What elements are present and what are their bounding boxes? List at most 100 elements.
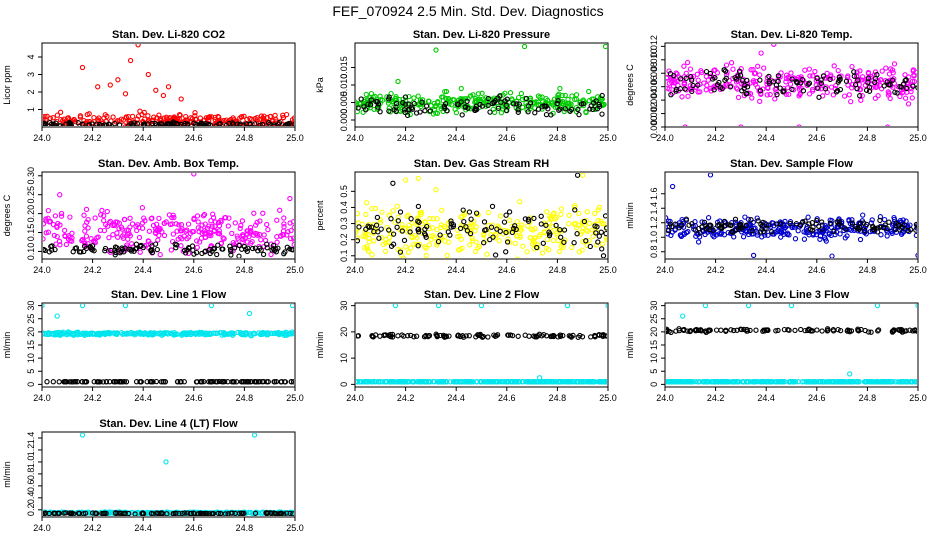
data-point bbox=[711, 87, 717, 93]
data-point bbox=[417, 378, 423, 385]
data-point bbox=[356, 227, 359, 233]
data-point bbox=[368, 97, 374, 103]
data-point bbox=[573, 225, 580, 231]
data-point bbox=[571, 240, 577, 246]
data-point bbox=[490, 106, 496, 112]
y-tick-label: 0.3 bbox=[339, 217, 349, 230]
data-point bbox=[561, 227, 568, 233]
data-point bbox=[551, 210, 557, 216]
x-tick-label: 24.6 bbox=[808, 133, 826, 143]
data-point bbox=[684, 379, 690, 385]
data-point bbox=[287, 195, 293, 202]
data-point bbox=[511, 379, 517, 385]
data-point bbox=[534, 244, 540, 251]
data-point bbox=[270, 117, 276, 124]
data-point bbox=[596, 103, 603, 110]
data-point bbox=[596, 331, 602, 338]
data-point bbox=[237, 225, 243, 232]
data-point bbox=[272, 510, 278, 516]
data-point bbox=[260, 251, 267, 258]
data-point bbox=[183, 113, 189, 120]
data-point bbox=[503, 379, 510, 385]
data-point bbox=[81, 212, 87, 218]
data-point bbox=[476, 243, 482, 250]
data-point bbox=[897, 83, 903, 90]
data-point bbox=[187, 331, 194, 337]
data-point bbox=[83, 233, 90, 239]
data-point bbox=[816, 223, 822, 229]
data-point bbox=[201, 511, 207, 516]
data-point bbox=[912, 328, 917, 334]
data-point bbox=[569, 93, 575, 99]
data-point bbox=[687, 66, 694, 72]
data-point bbox=[388, 216, 394, 222]
data-point bbox=[220, 235, 226, 241]
data-point bbox=[423, 103, 430, 109]
y-tick-label: 0.1 bbox=[339, 250, 349, 263]
data-point bbox=[824, 70, 830, 77]
data-point bbox=[464, 228, 471, 234]
data-point bbox=[115, 77, 121, 83]
data-point bbox=[858, 97, 864, 103]
y-tick-label: 0.8 bbox=[649, 245, 659, 258]
data-point bbox=[111, 222, 118, 229]
data-point bbox=[396, 378, 403, 385]
data-point bbox=[163, 114, 169, 120]
data-point bbox=[849, 63, 855, 70]
chart-panel-5: Stan. Dev. Gas Stream RH percent 24.0 24.2 2… bbox=[315, 158, 617, 275]
data-point bbox=[430, 216, 437, 222]
data-point bbox=[259, 121, 266, 126]
data-point bbox=[154, 129, 158, 133]
data-point bbox=[795, 379, 801, 385]
data-point bbox=[273, 249, 279, 255]
data-point bbox=[118, 224, 125, 230]
data-point bbox=[803, 378, 810, 385]
data-point bbox=[364, 243, 370, 250]
chart-panel-6: Stan. Dev. Sample Flow ml/min 24.0 24.2 24.4… bbox=[625, 158, 927, 275]
data-point bbox=[127, 57, 134, 64]
x-tick-label: 24.4 bbox=[757, 133, 775, 143]
data-point bbox=[515, 333, 521, 339]
data-point bbox=[525, 223, 531, 229]
data-point bbox=[754, 232, 760, 238]
data-point bbox=[92, 510, 98, 516]
data-point bbox=[732, 216, 739, 222]
data-point bbox=[69, 510, 75, 516]
data-point bbox=[89, 510, 96, 516]
chart-panel-4: Stan. Dev. Amb. Box Temp. degrees C 24.0 24… bbox=[2, 158, 304, 275]
data-point bbox=[673, 88, 679, 94]
data-point bbox=[857, 236, 864, 243]
data-point bbox=[807, 73, 813, 79]
data-point bbox=[188, 510, 194, 516]
data-point bbox=[537, 94, 543, 100]
y-tick-label: 0.5 bbox=[339, 185, 349, 198]
data-point bbox=[79, 433, 86, 438]
data-point bbox=[51, 510, 57, 516]
data-point bbox=[506, 209, 513, 215]
y-tick-label: 0.6 bbox=[26, 480, 36, 493]
data-point bbox=[821, 73, 827, 79]
data-point bbox=[135, 330, 141, 336]
data-point bbox=[430, 378, 437, 385]
data-point bbox=[442, 101, 449, 107]
y-tick-label: 10 bbox=[339, 353, 349, 363]
data-point bbox=[768, 379, 774, 385]
data-point bbox=[469, 235, 475, 242]
data-point bbox=[82, 228, 88, 234]
data-point bbox=[424, 223, 430, 230]
data-point bbox=[562, 104, 568, 110]
data-point bbox=[667, 379, 673, 385]
data-point bbox=[216, 378, 222, 385]
data-point bbox=[282, 124, 287, 126]
data-point bbox=[95, 234, 101, 240]
data-point bbox=[602, 44, 607, 50]
data-point bbox=[503, 212, 509, 218]
data-point bbox=[827, 76, 833, 83]
points-layer bbox=[43, 433, 294, 516]
x-tick-label: 24.6 bbox=[185, 133, 203, 143]
data-point bbox=[802, 67, 808, 73]
data-point bbox=[153, 87, 159, 93]
data-point bbox=[538, 221, 544, 227]
data-point bbox=[197, 120, 204, 126]
data-point bbox=[767, 91, 773, 98]
